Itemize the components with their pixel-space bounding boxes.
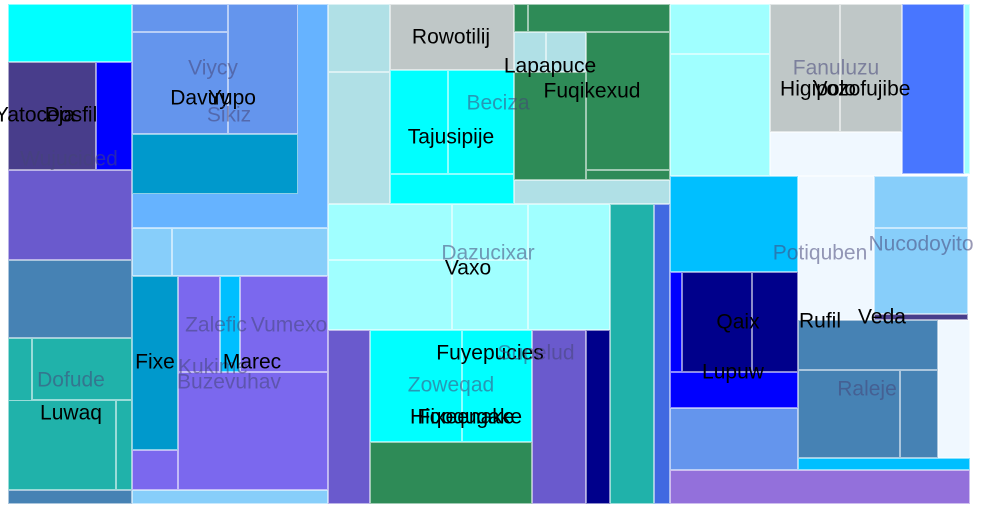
treemap-cell bbox=[370, 442, 532, 504]
treemap-cell bbox=[670, 4, 770, 54]
treemap-cell bbox=[798, 370, 900, 458]
treemap-cell bbox=[770, 132, 902, 176]
treemap-cell bbox=[514, 32, 546, 72]
treemap-cell bbox=[178, 372, 328, 490]
treemap-cell bbox=[938, 320, 970, 458]
treemap-cell bbox=[240, 276, 328, 372]
treemap-cell bbox=[528, 204, 610, 330]
treemap-cell bbox=[96, 62, 132, 170]
treemap-cell bbox=[670, 470, 970, 504]
treemap-cell bbox=[8, 4, 132, 62]
treemap-cell bbox=[532, 330, 586, 504]
treemap-cell bbox=[132, 490, 328, 504]
treemap-cell bbox=[514, 72, 586, 180]
treemap-cell bbox=[874, 228, 968, 314]
treemap-cell bbox=[670, 176, 798, 272]
treemap-cell bbox=[840, 4, 902, 132]
treemap-cell bbox=[132, 228, 172, 276]
treemap-cell bbox=[116, 400, 132, 490]
treemap-cell bbox=[8, 490, 132, 504]
treemap-cell bbox=[528, 4, 670, 32]
treemap-cell bbox=[514, 180, 670, 204]
treemap-cell bbox=[8, 400, 116, 490]
treemap-cell bbox=[132, 134, 298, 194]
treemap-cell bbox=[514, 4, 528, 32]
treemap-cell bbox=[874, 314, 968, 320]
treemap-cell bbox=[132, 276, 178, 450]
treemap-cell bbox=[452, 204, 528, 260]
treemap-cell bbox=[132, 4, 228, 32]
treemap-cell bbox=[32, 338, 132, 400]
treemap-cell bbox=[328, 330, 370, 504]
treemap-cell bbox=[964, 4, 970, 174]
treemap-cell bbox=[178, 276, 220, 372]
treemap-cell bbox=[900, 370, 938, 458]
treemap-cell bbox=[462, 330, 532, 442]
treemap-cell bbox=[752, 272, 798, 372]
treemap-cell bbox=[172, 228, 328, 276]
treemap-cell bbox=[8, 260, 132, 338]
treemap-cell bbox=[390, 4, 514, 70]
treemap-cell bbox=[798, 320, 938, 370]
treemap-cell bbox=[586, 170, 670, 180]
treemap-cell bbox=[874, 176, 968, 228]
treemap-cell bbox=[448, 70, 514, 174]
treemap-cell bbox=[682, 272, 752, 372]
treemap-cell bbox=[328, 260, 452, 330]
treemap-cell bbox=[328, 204, 452, 260]
treemap-cell bbox=[654, 204, 670, 504]
treemap-cell bbox=[328, 4, 390, 72]
treemap-cell bbox=[798, 458, 970, 470]
treemap-cell bbox=[546, 32, 586, 72]
treemap-cell bbox=[328, 72, 390, 204]
treemap-cell bbox=[452, 260, 528, 330]
treemap-cell bbox=[390, 174, 514, 204]
treemap-cell bbox=[8, 62, 96, 170]
treemap-cell bbox=[798, 176, 874, 320]
treemap-cell bbox=[610, 204, 654, 504]
treemap-cell bbox=[670, 408, 798, 470]
treemap-cell bbox=[670, 272, 682, 372]
treemap-cell bbox=[220, 276, 240, 372]
treemap-cell bbox=[670, 372, 798, 408]
treemap-cell bbox=[902, 4, 964, 174]
treemap-cell bbox=[8, 170, 132, 260]
treemap-cell bbox=[770, 4, 840, 132]
treemap-cell bbox=[370, 330, 462, 442]
treemap-cell bbox=[390, 70, 448, 174]
treemap-cell bbox=[586, 32, 670, 170]
treemap-cell bbox=[132, 450, 178, 490]
treemap-cell bbox=[586, 330, 610, 504]
treemap-cell bbox=[670, 54, 770, 176]
treemap-cell bbox=[132, 32, 228, 134]
treemap-cell bbox=[228, 4, 298, 134]
